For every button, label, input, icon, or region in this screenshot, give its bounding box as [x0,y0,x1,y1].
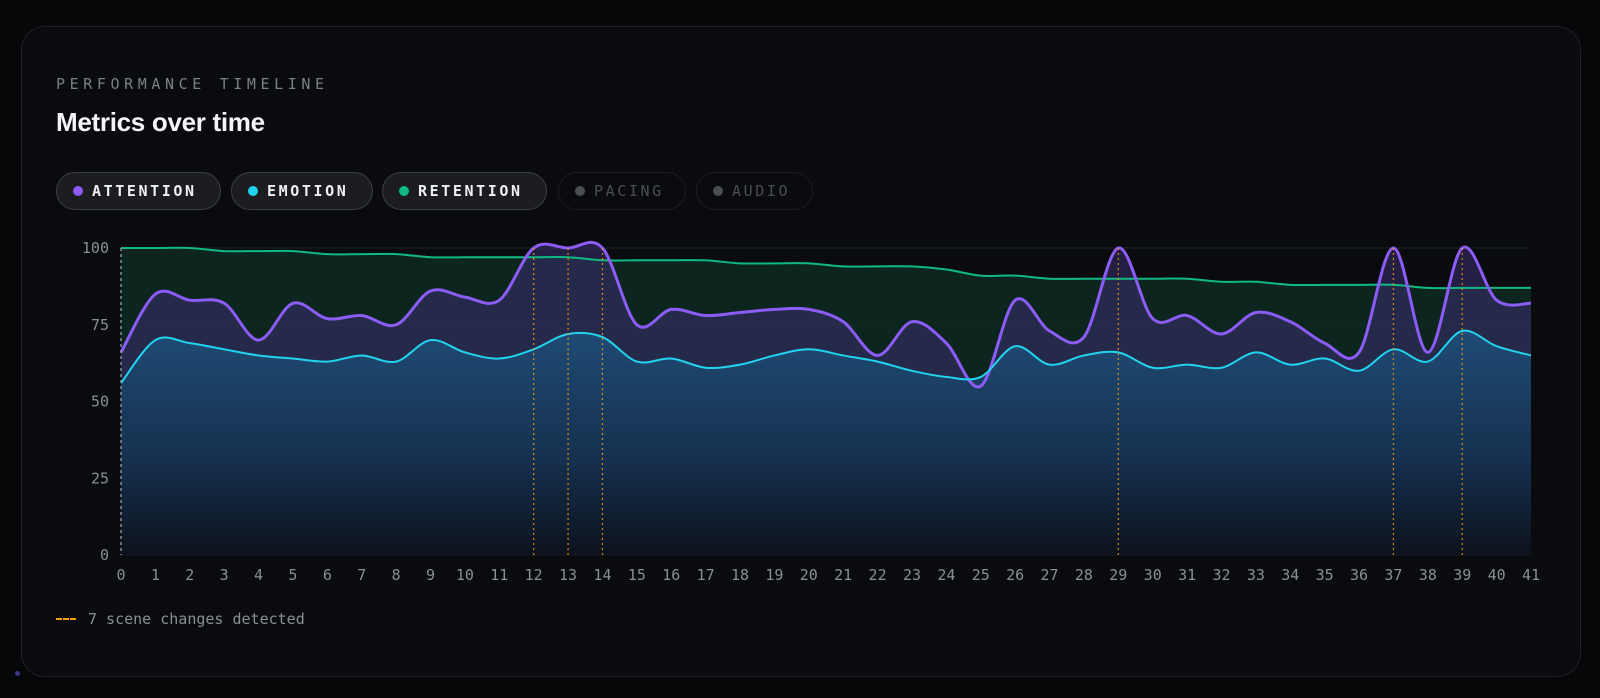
toggle-audio[interactable]: AUDIO [696,172,813,210]
x-tick-label: 34 [1281,566,1299,584]
x-tick-label: 14 [593,566,611,584]
x-tick-label: 9 [426,566,435,584]
y-tick-label: 75 [91,316,109,334]
x-tick-label: 4 [254,566,263,584]
x-tick-label: 8 [392,566,401,584]
x-tick-label: 13 [559,566,577,584]
y-tick-label: 50 [91,393,109,411]
series-area-emotion [121,330,1531,555]
x-tick-label: 25 [972,566,990,584]
series-line-attention [119,240,1532,389]
toggle-label: EMOTION [267,182,349,200]
chart-title: Metrics over time [56,107,265,137]
x-tick-label: 0 [116,566,125,584]
x-tick-label: 24 [937,566,955,584]
x-tick-label: 37 [1384,566,1402,584]
x-tick-label: 33 [1247,566,1265,584]
x-tick-label: 20 [800,566,818,584]
toggle-pacing[interactable]: PACING [558,172,686,210]
retention-dot-icon [399,186,409,196]
x-tick-label: 26 [1006,566,1024,584]
x-tick-label: 21 [834,566,852,584]
toggle-label: PACING [594,182,664,200]
pacing-dot-icon [575,186,585,196]
x-tick-label: 19 [765,566,783,584]
x-tick-label: 23 [903,566,921,584]
x-tick-label: 28 [1075,566,1093,584]
x-tick-label: 10 [456,566,474,584]
x-tick-label: 41 [1522,566,1540,584]
scene-change-text: 7 scene changes detected [88,610,305,628]
x-tick-label: 36 [1350,566,1368,584]
scene-change-legend-icon [56,618,76,620]
section-eyebrow: PERFORMANCE TIMELINE [56,75,329,93]
toggle-label: ATTENTION [92,182,197,200]
toggle-attention[interactable]: ATTENTION [56,172,221,210]
x-tick-label: 5 [288,566,297,584]
y-tick-label: 25 [91,469,109,487]
x-tick-label: 27 [1041,566,1059,584]
x-tick-label: 29 [1109,566,1127,584]
x-tick-label: 15 [628,566,646,584]
x-tick-label: 16 [662,566,680,584]
toggle-emotion[interactable]: EMOTION [231,172,373,210]
y-tick-label: 100 [82,239,109,257]
x-tick-label: 30 [1144,566,1162,584]
series-line-retention [121,246,1531,290]
x-tick-label: 12 [525,566,543,584]
x-tick-label: 32 [1212,566,1230,584]
x-tick-label: 35 [1316,566,1334,584]
x-tick-label: 40 [1488,566,1506,584]
toggle-retention[interactable]: RETENTION [382,172,547,210]
series-line-emotion [120,329,1532,384]
audio-dot-icon [713,186,723,196]
x-tick-label: 3 [220,566,229,584]
x-tick-label: 2 [185,566,194,584]
x-tick-label: 22 [869,566,887,584]
x-tick-label: 38 [1419,566,1437,584]
emotion-dot-icon [248,186,258,196]
toggle-label: RETENTION [418,182,523,200]
x-tick-label: 1 [151,566,160,584]
scene-change-summary: 7 scene changes detected [56,610,305,628]
x-tick-label: 17 [697,566,715,584]
y-tick-label: 0 [100,546,109,564]
x-tick-label: 39 [1453,566,1471,584]
x-tick-label: 6 [323,566,332,584]
x-tick-label: 11 [490,566,508,584]
x-tick-label: 31 [1178,566,1196,584]
x-tick-label: 18 [731,566,749,584]
x-tick-label: 7 [357,566,366,584]
attention-dot-icon [73,186,83,196]
toggle-label: AUDIO [732,182,791,200]
background-dot [15,671,20,676]
